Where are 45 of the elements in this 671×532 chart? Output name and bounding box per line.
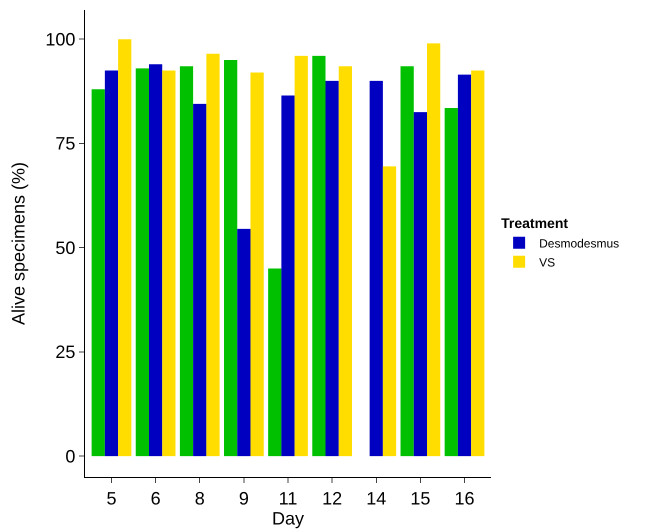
- bar: [326, 80, 339, 456]
- bar: [92, 89, 105, 456]
- bar: [382, 166, 396, 456]
- x-tick-label: 15: [410, 488, 430, 509]
- y-tick-label: 0: [65, 446, 76, 466]
- legend-title: Treatment: [501, 215, 568, 232]
- bar: [458, 74, 472, 456]
- bar: [136, 68, 149, 456]
- bar: [427, 43, 440, 456]
- bar: [414, 112, 428, 456]
- y-axis-title: Alive specimens (%): [8, 162, 29, 326]
- y-tick-label: 75: [55, 134, 76, 154]
- bar: [268, 268, 282, 456]
- bar: [104, 70, 118, 456]
- legend-label: Desmodesmus: [539, 236, 620, 250]
- bar: [193, 104, 206, 456]
- x-tick-label: 11: [278, 488, 298, 509]
- x-tick-label: 12: [322, 488, 342, 509]
- y-tick-label: 100: [45, 29, 76, 50]
- bar: [294, 56, 308, 456]
- bar: [250, 72, 264, 456]
- x-tick-label: 14: [366, 488, 386, 509]
- legend-label: VS: [539, 255, 556, 270]
- x-tick-label: 5: [106, 488, 116, 509]
- bar: [180, 66, 194, 456]
- x-tick-label: 6: [150, 488, 161, 509]
- bar: [224, 60, 238, 456]
- bar: [400, 66, 414, 456]
- bar: [471, 70, 484, 456]
- y-tick-label: 25: [55, 342, 76, 362]
- bar: [444, 108, 458, 456]
- y-tick-label: 50: [55, 238, 76, 258]
- x-tick-label: 8: [194, 488, 205, 509]
- bar: [118, 39, 132, 456]
- x-tick-label: 9: [238, 488, 249, 509]
- x-axis-title: Day: [272, 508, 304, 529]
- bar: [281, 95, 295, 456]
- bar: [370, 80, 383, 456]
- bar: [162, 70, 176, 456]
- bar: [206, 54, 220, 456]
- bar: [148, 64, 162, 456]
- bar: [338, 66, 352, 456]
- bar: [237, 228, 250, 456]
- bar: [312, 56, 326, 456]
- x-tick-label: 16: [454, 488, 475, 509]
